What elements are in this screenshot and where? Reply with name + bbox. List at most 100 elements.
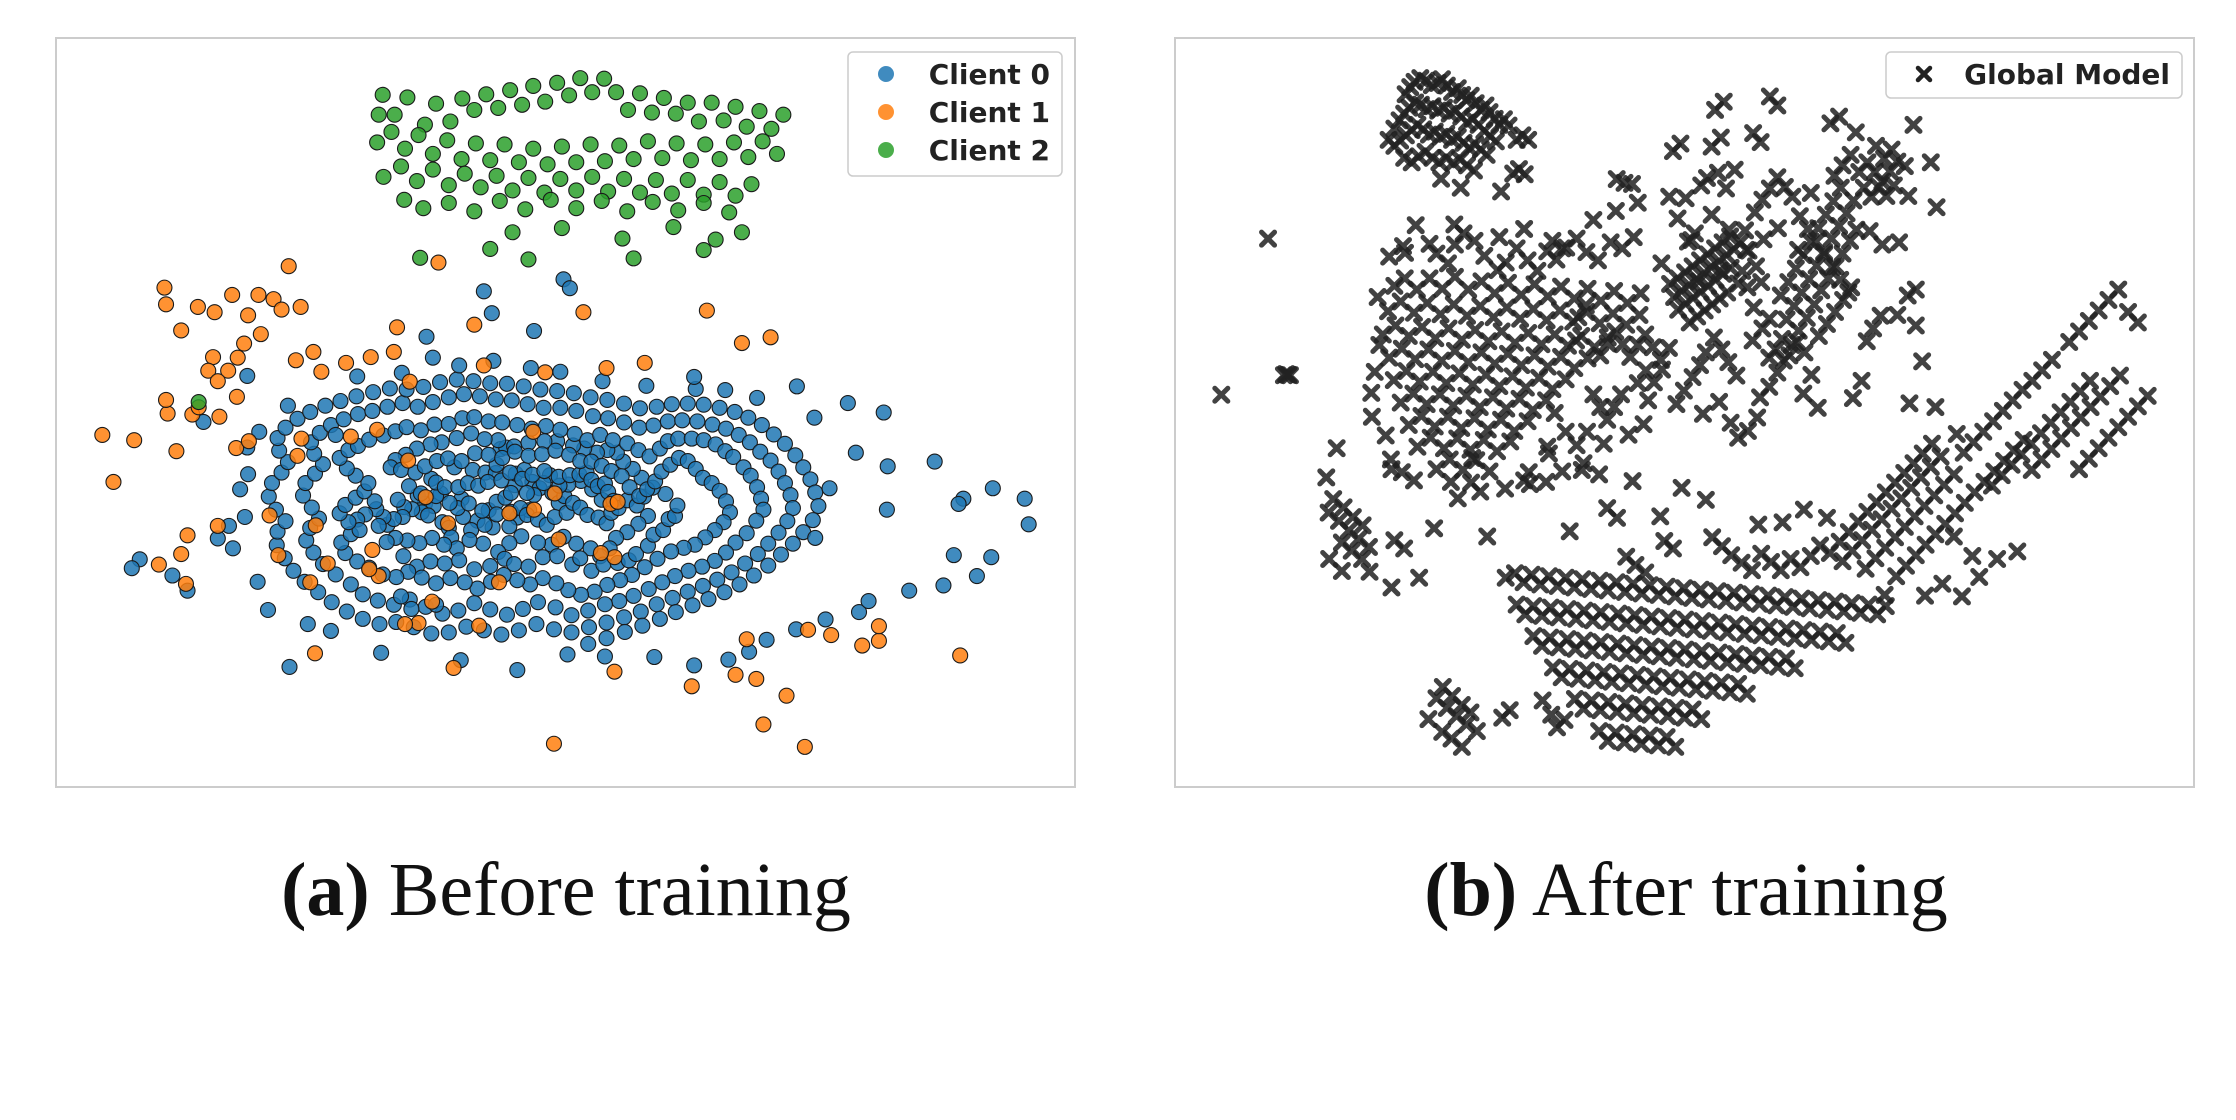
data-point-x bbox=[1360, 562, 1379, 581]
data-point bbox=[807, 484, 824, 501]
data-point-x bbox=[1463, 375, 1482, 394]
data-point bbox=[525, 501, 543, 518]
data-point-x bbox=[1753, 190, 1772, 209]
data-point-x bbox=[1516, 378, 1535, 397]
data-point bbox=[439, 450, 457, 467]
data-point bbox=[983, 549, 1000, 566]
data-point bbox=[364, 541, 381, 558]
data-point bbox=[471, 617, 488, 634]
data-point bbox=[482, 375, 499, 392]
data-point-x bbox=[1852, 371, 1871, 390]
data-point bbox=[466, 595, 483, 612]
data-point bbox=[498, 375, 516, 392]
data-point-x bbox=[1591, 346, 1610, 365]
data-point-x bbox=[1744, 298, 1763, 317]
data-point bbox=[568, 200, 585, 217]
data-point bbox=[807, 529, 824, 546]
data-point bbox=[289, 447, 306, 464]
data-point-x bbox=[1749, 515, 1768, 534]
data-point bbox=[504, 182, 521, 199]
data-point-x bbox=[1492, 182, 1511, 201]
legend-label: Global Model bbox=[1964, 58, 2170, 91]
data-point bbox=[787, 447, 804, 464]
data-point bbox=[748, 512, 765, 529]
data-point bbox=[482, 558, 499, 575]
data-point bbox=[606, 549, 623, 566]
data-point-x bbox=[1362, 383, 1381, 402]
caption-label: (b) bbox=[1424, 848, 1517, 932]
data-point bbox=[236, 508, 253, 526]
data-point bbox=[552, 170, 569, 188]
data-point bbox=[475, 357, 492, 374]
data-point-x bbox=[1760, 179, 1779, 198]
data-point-x bbox=[1727, 366, 1746, 385]
data-point bbox=[651, 610, 668, 627]
data-point bbox=[580, 602, 597, 619]
data-point bbox=[707, 231, 724, 248]
data-point-x bbox=[1725, 160, 1744, 179]
data-point bbox=[565, 385, 582, 402]
data-point-x bbox=[1846, 123, 1865, 142]
legend-label: Client 2 bbox=[929, 134, 1050, 167]
data-point bbox=[762, 452, 779, 469]
data-point bbox=[694, 558, 711, 575]
data-point-x bbox=[1259, 229, 1278, 248]
data-point bbox=[417, 489, 434, 506]
data-point bbox=[463, 425, 480, 442]
data-point bbox=[745, 567, 762, 584]
data-point-x bbox=[1754, 230, 1773, 249]
data-point bbox=[474, 502, 491, 519]
data-point bbox=[572, 70, 589, 87]
data-point-x bbox=[1768, 219, 1787, 238]
data-point bbox=[510, 622, 527, 639]
legend-label: Client 0 bbox=[929, 58, 1050, 91]
data-point bbox=[817, 611, 834, 628]
data-point bbox=[625, 250, 642, 267]
data-point bbox=[711, 399, 728, 416]
data-point-x bbox=[1617, 315, 1636, 334]
data-point bbox=[634, 617, 651, 634]
data-point bbox=[327, 426, 344, 444]
data-point bbox=[596, 70, 613, 87]
data-point bbox=[670, 202, 687, 219]
data-point bbox=[537, 93, 554, 110]
data-point bbox=[659, 413, 676, 430]
data-point bbox=[695, 194, 712, 212]
data-point bbox=[582, 136, 599, 153]
data-point bbox=[383, 123, 400, 140]
caption-label: (a) bbox=[281, 848, 370, 932]
data-point bbox=[580, 619, 598, 636]
data-point-x bbox=[1515, 165, 1534, 184]
data-point bbox=[179, 527, 196, 544]
data-point bbox=[545, 735, 563, 752]
data-point bbox=[725, 134, 743, 151]
data-point bbox=[796, 738, 813, 755]
data-point-x bbox=[1404, 303, 1423, 322]
data-point-x bbox=[1598, 410, 1617, 429]
data-point-x bbox=[1445, 215, 1464, 234]
data-point-x bbox=[1884, 176, 1903, 195]
data-point-x bbox=[1906, 316, 1925, 335]
data-point-x bbox=[1496, 253, 1515, 272]
data-point bbox=[224, 540, 241, 557]
data-point bbox=[561, 87, 578, 104]
data-point bbox=[251, 423, 268, 440]
data-point bbox=[388, 319, 406, 336]
data-point-x bbox=[1368, 288, 1387, 307]
data-point bbox=[472, 179, 489, 196]
data-point bbox=[657, 485, 674, 503]
data-point bbox=[240, 307, 257, 324]
data-point bbox=[424, 394, 441, 411]
data-point bbox=[644, 193, 661, 210]
data-point bbox=[374, 86, 391, 103]
data-point bbox=[568, 402, 585, 419]
data-point-x bbox=[1520, 475, 1539, 494]
data-point bbox=[663, 396, 680, 413]
data-point-x bbox=[1576, 296, 1595, 315]
data-point-x bbox=[1817, 508, 1836, 527]
data-point-x bbox=[1479, 332, 1498, 351]
data-point-x bbox=[1591, 398, 1610, 417]
data-point bbox=[730, 426, 747, 444]
data-point bbox=[550, 531, 567, 548]
data-point bbox=[305, 544, 322, 561]
